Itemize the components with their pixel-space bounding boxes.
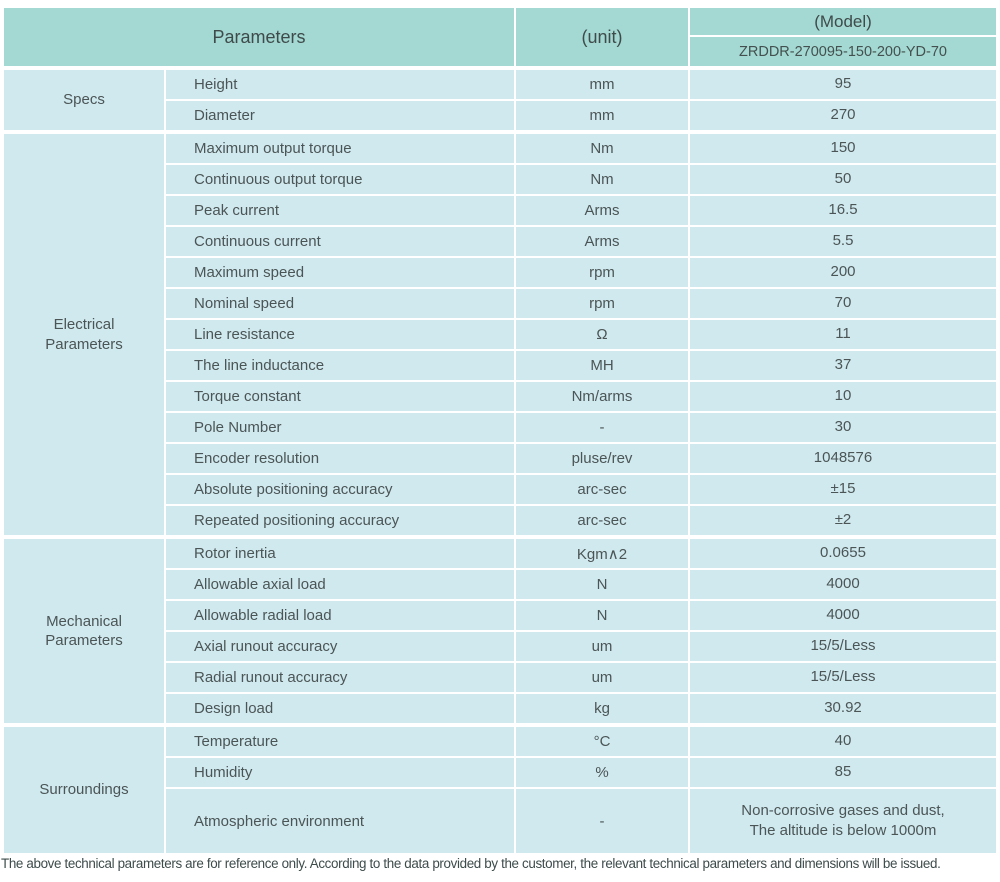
param-value: 0.0655 <box>690 539 996 568</box>
param-unit: kg <box>516 694 688 723</box>
param-value: ±15 <box>690 475 996 504</box>
group-label: Specs <box>4 70 164 130</box>
param-value: 5.5 <box>690 227 996 256</box>
param-name: Encoder resolution <box>166 444 514 473</box>
param-unit: Ω <box>516 320 688 349</box>
param-unit: MH <box>516 351 688 380</box>
param-unit: Arms <box>516 196 688 225</box>
header-model-label: (Model) <box>690 8 996 35</box>
header-unit: (unit) <box>516 8 688 66</box>
param-value: Non-corrosive gases and dust, The altitu… <box>690 789 996 853</box>
header-model-stack: (Model) ZRDDR-270095-150-200-YD-70 <box>690 8 996 66</box>
param-value: 10 <box>690 382 996 411</box>
param-name: Pole Number <box>166 413 514 442</box>
param-value: 150 <box>690 134 996 163</box>
spec-table: Parameters (unit) (Model) ZRDDR-270095-1… <box>4 8 996 857</box>
param-name: Allowable axial load <box>166 570 514 599</box>
param-name: Torque constant <box>166 382 514 411</box>
param-name: Maximum output torque <box>166 134 514 163</box>
param-unit: arc-sec <box>516 506 688 535</box>
param-name: The line inductance <box>166 351 514 380</box>
header-parameters: Parameters <box>4 8 514 66</box>
footnote: The above technical parameters are for r… <box>1 856 941 871</box>
param-unit: °C <box>516 727 688 756</box>
param-unit: um <box>516 632 688 661</box>
param-value: 4000 <box>690 601 996 630</box>
group-label: Surroundings <box>4 727 164 853</box>
param-name: Diameter <box>166 101 514 130</box>
param-value: 30.92 <box>690 694 996 723</box>
param-unit: Nm <box>516 134 688 163</box>
param-value: 30 <box>690 413 996 442</box>
param-unit: - <box>516 413 688 442</box>
param-name: Maximum speed <box>166 258 514 287</box>
param-name: Design load <box>166 694 514 723</box>
param-value: 4000 <box>690 570 996 599</box>
param-unit: rpm <box>516 258 688 287</box>
param-value: 270 <box>690 101 996 130</box>
param-name: Height <box>166 70 514 99</box>
header-model-value: ZRDDR-270095-150-200-YD-70 <box>690 37 996 66</box>
param-value: 15/5/Less <box>690 663 996 692</box>
param-value: 40 <box>690 727 996 756</box>
param-unit: % <box>516 758 688 787</box>
param-unit: Arms <box>516 227 688 256</box>
param-name: Continuous output torque <box>166 165 514 194</box>
param-value: 200 <box>690 258 996 287</box>
param-name: Peak current <box>166 196 514 225</box>
param-unit: mm <box>516 101 688 130</box>
param-name: Temperature <box>166 727 514 756</box>
param-unit: rpm <box>516 289 688 318</box>
param-value: 16.5 <box>690 196 996 225</box>
param-name: Repeated positioning accuracy <box>166 506 514 535</box>
section-electrical-parameters: Electrical Parameters Maximum output torq… <box>4 134 996 535</box>
param-unit: mm <box>516 70 688 99</box>
param-value: 37 <box>690 351 996 380</box>
spec-table-body: Specs Height mm 95 Diameter mm 270 Electrical P… <box>4 70 996 853</box>
param-unit: um <box>516 663 688 692</box>
param-name: Axial runout accuracy <box>166 632 514 661</box>
param-name: Allowable radial load <box>166 601 514 630</box>
param-unit: N <box>516 601 688 630</box>
param-value: 15/5/Less <box>690 632 996 661</box>
section-specs: Specs Height mm 95 Diameter mm 270 <box>4 70 996 130</box>
group-label: Mechanical Parameters <box>4 539 164 723</box>
param-unit: Kgm∧2 <box>516 539 688 568</box>
param-unit: Nm/arms <box>516 382 688 411</box>
param-name: Atmospheric environment <box>166 789 514 853</box>
param-value: ±2 <box>690 506 996 535</box>
param-value: 85 <box>690 758 996 787</box>
param-value: 70 <box>690 289 996 318</box>
param-value: 1048576 <box>690 444 996 473</box>
param-value: 50 <box>690 165 996 194</box>
param-unit: arc-sec <box>516 475 688 504</box>
param-name: Absolute positioning accuracy <box>166 475 514 504</box>
param-unit: Nm <box>516 165 688 194</box>
param-unit: - <box>516 789 688 853</box>
section-surroundings: Surroundings Temperature °C 40 Humidity% 85 At… <box>4 727 996 853</box>
param-name: Humidity <box>166 758 514 787</box>
param-name: Line resistance <box>166 320 514 349</box>
param-value: 11 <box>690 320 996 349</box>
param-name: Rotor inertia <box>166 539 514 568</box>
param-value: 95 <box>690 70 996 99</box>
param-unit: N <box>516 570 688 599</box>
section-mechanical-parameters: Mechanical Parameters Rotor inertia Kgm∧2 0… <box>4 539 996 723</box>
param-name: Nominal speed <box>166 289 514 318</box>
param-name: Continuous current <box>166 227 514 256</box>
param-name: Radial runout accuracy <box>166 663 514 692</box>
group-label: Electrical Parameters <box>4 134 164 535</box>
table-header: Parameters (unit) (Model) ZRDDR-270095-1… <box>4 8 996 66</box>
param-unit: pluse/rev <box>516 444 688 473</box>
